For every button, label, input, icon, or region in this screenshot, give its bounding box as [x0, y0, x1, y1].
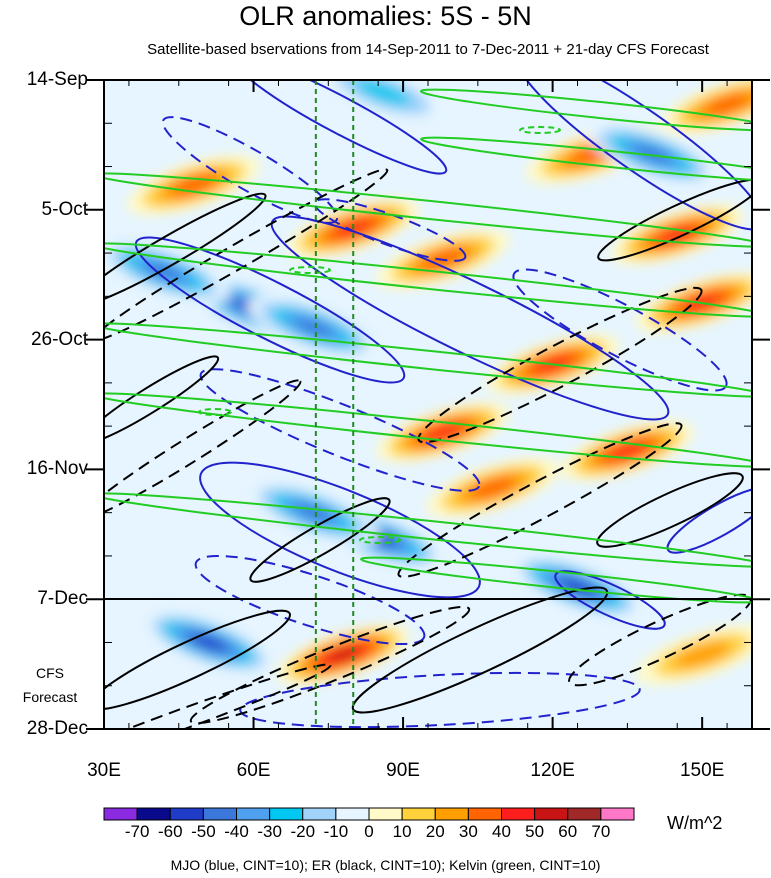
colorbar-swatch: [169, 807, 204, 821]
kelvin-contour: [289, 266, 331, 274]
colorbar-swatch: [236, 807, 271, 821]
y-tick-label: 28-Dec: [26, 718, 88, 739]
colorbar-swatch: [501, 807, 536, 821]
colorbar-label: 10: [392, 822, 412, 841]
olr-anomaly-feature: [424, 424, 462, 441]
colorbar-label: 40: [492, 822, 511, 841]
olr-anomaly-feature: [609, 442, 646, 460]
colorbar-swatch: [269, 807, 304, 821]
er-contour: [104, 663, 332, 729]
colorbar-swatch: [136, 807, 171, 821]
colorbar-swatch: [467, 807, 502, 821]
chart-subtitle: Satellite-based bservations from 14-Sep-…: [147, 41, 709, 58]
er-contour: [104, 609, 291, 711]
colorbar-swatch: [302, 807, 337, 821]
colorbar-label: -10: [323, 822, 349, 841]
legend-footnote: MJO (blue, CINT=10); ER (black, CINT=10)…: [170, 857, 601, 873]
er-contour: [351, 586, 609, 714]
mjo-contour: [199, 368, 481, 492]
x-tick-label: 30E: [87, 760, 121, 781]
colorbar-label: 20: [425, 822, 445, 841]
kelvin-contour: [359, 536, 401, 544]
mjo-contour: [666, 486, 752, 554]
kelvin-contour: [419, 88, 752, 132]
er-contour: [104, 379, 302, 521]
wave-filter-contours: [104, 80, 752, 729]
olr-anomaly-feature: [704, 94, 750, 115]
olr-anomaly-feature: [634, 145, 671, 163]
colorbar-label: -20: [290, 822, 316, 841]
mjo-contour: [199, 461, 481, 599]
er-contour: [597, 178, 752, 262]
colorbar-label: -50: [191, 822, 216, 841]
axis-ticks: [86, 79, 770, 730]
colorbar-swatch: [600, 807, 635, 821]
mjo-contour: [270, 215, 670, 421]
y-tick-label: 7-Dec: [37, 588, 88, 610]
y-tick-label: 14-Sep: [26, 69, 88, 90]
olr-anomaly-feature: [673, 641, 731, 668]
colorbar-label: 60: [558, 822, 578, 841]
mjo-contour: [161, 116, 339, 224]
er-contour: [397, 422, 683, 578]
er-contour: [189, 605, 471, 725]
mjo-contour: [554, 570, 666, 630]
colorbar-swatch: [202, 807, 237, 821]
kelvin-contour: [420, 136, 752, 184]
forecast-label-line2: Forecast: [22, 689, 78, 705]
reference-longitude-lines: [314, 80, 355, 729]
colorbar-swatch: [401, 807, 436, 821]
colorbar-label: -60: [157, 822, 183, 841]
kelvin-contour: [104, 392, 752, 468]
x-tick-label: 150E: [679, 760, 725, 781]
colorbar-label: 30: [458, 822, 478, 841]
kelvin-contour: [360, 556, 752, 604]
kelvin-contour: [198, 408, 232, 416]
colorbar-swatch: [368, 807, 403, 821]
er-contour: [104, 168, 389, 342]
colorbar-label: -30: [257, 822, 282, 841]
kelvin-contour: [104, 242, 752, 318]
olr-anomaly-feature: [193, 635, 224, 650]
x-tick-label: 90E: [386, 760, 420, 781]
colorbar-swatch: [567, 807, 602, 821]
colorbar-label: -70: [124, 822, 150, 841]
colorbar-swatch: [335, 807, 370, 821]
kelvin-contour: [104, 322, 752, 398]
colorbar-label: 0: [364, 822, 374, 841]
mjo-contour: [514, 80, 752, 231]
x-tick-label: 120E: [530, 760, 575, 781]
colorbar-units: W/m^2: [667, 813, 723, 833]
olr-anomaly-feature: [145, 262, 182, 281]
colorbar-label: 50: [525, 822, 545, 841]
colorbar: [103, 807, 635, 821]
er-contour: [596, 472, 744, 548]
er-contour: [104, 355, 220, 445]
olr-anomaly-feature: [354, 80, 412, 106]
er-contour: [249, 497, 391, 583]
kelvin-contour: [519, 126, 561, 134]
colorbar-label: 70: [591, 822, 611, 841]
x-tick-label: 60E: [236, 760, 271, 781]
y-tick-label: 16-Nov: [26, 458, 88, 480]
colorbar-swatch: [103, 807, 138, 821]
chart-title: OLR anomalies: 5S - 5N: [239, 1, 532, 31]
colorbar-swatch: [534, 807, 569, 821]
y-tick-label: 5-Oct: [41, 198, 88, 220]
mjo-contour: [232, 80, 448, 175]
colorbar-label: -40: [224, 822, 249, 841]
olr-anomaly-feature: [327, 647, 359, 662]
y-tick-label: 26-Oct: [30, 328, 88, 350]
olr-anomaly-feature: [295, 318, 332, 336]
kelvin-contour: [104, 492, 752, 568]
kelvin-contour: [104, 172, 752, 248]
colorbar-swatch: [434, 807, 469, 821]
er-contour: [104, 192, 267, 308]
forecast-label-line1: CFS: [36, 665, 64, 681]
mjo-contour: [194, 554, 426, 646]
olr-anomaly-feature: [470, 477, 516, 498]
mjo-contour: [239, 671, 641, 729]
